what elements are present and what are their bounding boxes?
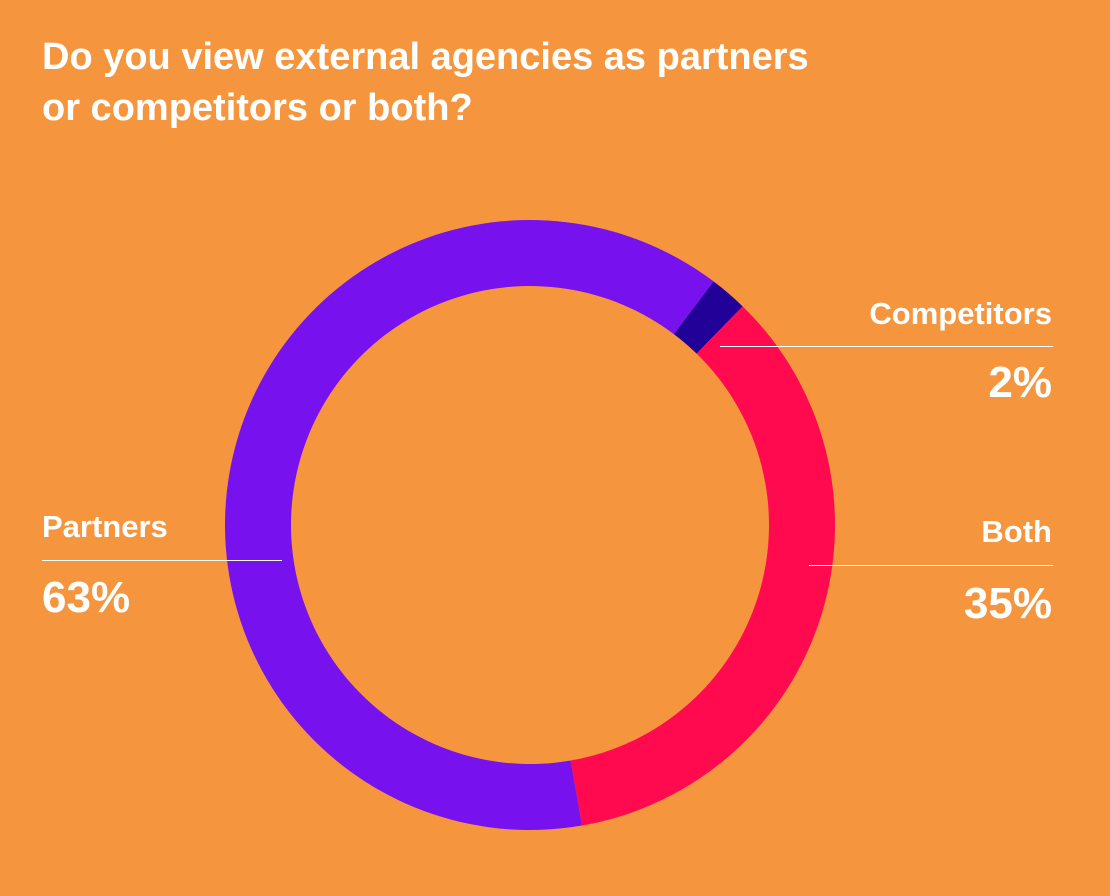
leader-line-partners [42,560,282,561]
slice-label-both: Both [981,514,1052,549]
donut-slice-both [570,306,835,826]
slice-value-competitors: 2% [988,358,1052,407]
donut-slice-competitors [673,281,743,354]
leader-line-competitors [720,346,1053,347]
chart-title-line-2: or competitors or both? [42,87,473,129]
leader-line-both [809,565,1053,566]
slice-label-competitors: Competitors [869,296,1052,331]
slice-value-partners: 63% [42,573,131,622]
donut-slice-partners [225,220,714,831]
slice-value-both: 35% [963,579,1052,628]
slice-label-partners: Partners [42,509,168,544]
chart-title: Do you view external agencies as partner… [42,32,942,134]
chart-title-line-1: Do you view external agencies as partner… [42,36,809,78]
